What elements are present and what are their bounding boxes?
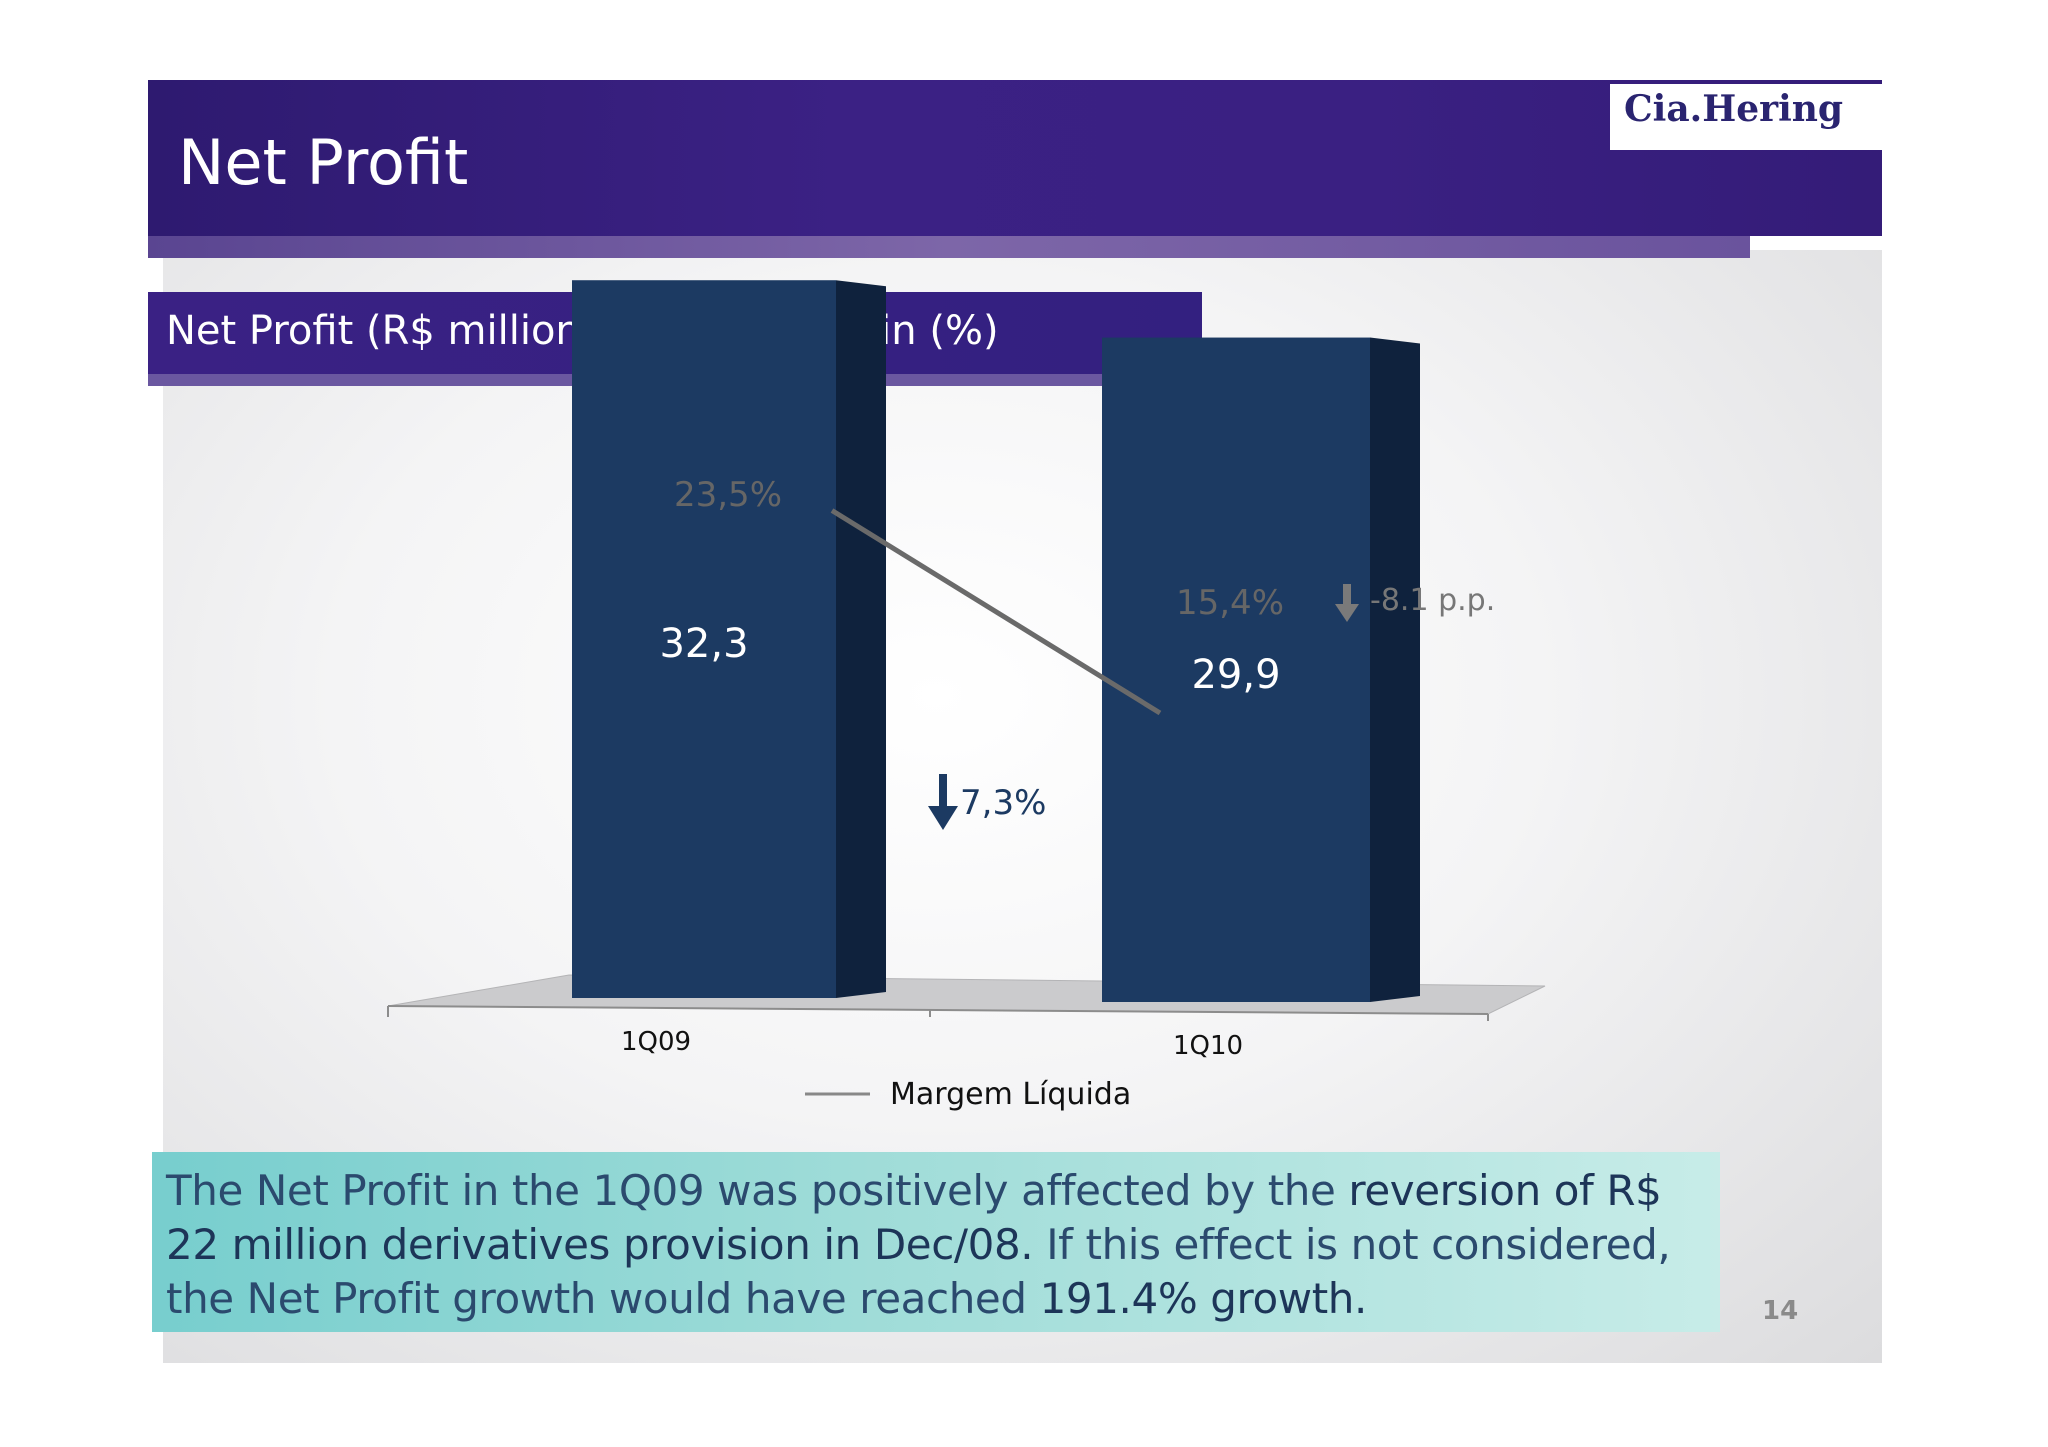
bar-side [836,280,886,998]
note-part-1: The Net Profit in the 1Q09 was positivel… [166,1166,1349,1215]
margin-line [830,508,1162,716]
title-band [148,80,1882,236]
margin-label: 15,4% [1176,583,1284,623]
legend-label: Margem Líquida [890,1077,1131,1112]
change-label: -8.1 p.p. [1370,583,1495,618]
note-bold-1: reversion of R$ 22 million derivatives p… [166,1166,1662,1269]
company-logo: Cia.Hering [1624,88,1844,130]
category-label: 1Q09 [621,1027,691,1057]
note-box [152,1152,1720,1332]
x-axis-line [387,1005,1489,1015]
change-label: 7,3% [960,783,1046,823]
bar [572,280,836,998]
arrow-shaft [939,774,947,812]
page-number: 14 [1762,1296,1799,1326]
arrow-down-icon [1335,584,1359,622]
arrow-shaft [1343,584,1351,610]
margin-label: 23,5% [674,475,782,515]
bar-value-label: 29,9 [1191,652,1280,698]
logo-box [1610,84,1882,150]
page-title: Net Profit [178,126,469,199]
arrow-head [928,806,958,830]
bar-value-label: 32,3 [659,621,748,667]
bar [1102,337,1370,1002]
note-part-2: If this effect is not considered, the Ne… [166,1220,1671,1323]
note-text: The Net Profit in the 1Q09 was positivel… [166,1164,1726,1326]
arrow-head [1335,604,1359,622]
note-bold-2: 191.4% growth. [1039,1274,1368,1323]
category-label: 1Q10 [1173,1031,1243,1061]
title-underline [148,236,1750,258]
bar-side [1370,337,1420,1002]
arrow-down-icon [928,774,958,830]
